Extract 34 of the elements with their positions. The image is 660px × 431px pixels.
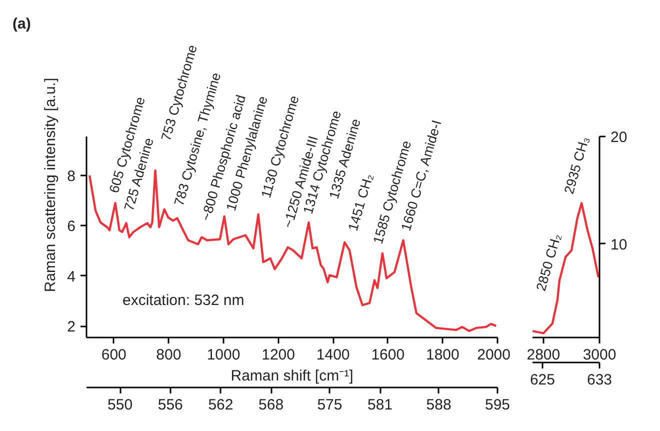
x2-tick-label: 556 (158, 396, 183, 414)
y2-tick-label: 20 (610, 129, 628, 146)
x-tick-label: 2000 (477, 346, 511, 364)
x2-tick-label: 550 (108, 396, 133, 414)
x2-tick-label: 595 (484, 396, 510, 414)
x-axis-title: Raman shift [cm⁻¹] (230, 368, 354, 384)
x2-tick-label: 633 (586, 372, 612, 388)
annotation: excitation: 532 nm (122, 292, 244, 309)
x2-tick-label: 625 (530, 372, 555, 388)
annotation: 2850 CH₂ (533, 232, 564, 293)
x-tick-label: 1800 (426, 346, 460, 364)
x2-tick-label: 562 (208, 396, 234, 414)
x2-tick-label: 588 (426, 396, 452, 414)
x-tick-label: 1400 (316, 346, 350, 364)
y-tick-label: 6 (67, 218, 76, 236)
x2-tick-label: 568 (258, 396, 284, 414)
x-tick-label: 600 (101, 346, 126, 364)
annotation: 2935 CH₃ (561, 134, 592, 196)
x-tick-label: 1200 (262, 346, 295, 364)
chart-title: (a) (12, 16, 31, 32)
y-tick-label: 4 (67, 268, 76, 286)
y2-tick-label: 10 (610, 236, 628, 254)
line-series (532, 202, 600, 334)
x2-tick-label: 575 (317, 396, 342, 414)
x-tick-label: 800 (156, 346, 182, 364)
y-axis-title: Raman scattering intensity [a.u.] (42, 78, 60, 292)
y-tick-label: 2 (67, 318, 76, 336)
x-tick-label: 2800 (526, 346, 560, 364)
x-tick-label: 3000 (582, 346, 616, 364)
annotation: 1451 CH₂ (345, 172, 376, 233)
x-tick-label: 1600 (371, 346, 405, 364)
x2-tick-label: 581 (368, 396, 393, 414)
y-tick-label: 8 (67, 168, 76, 185)
x-tick-label: 1000 (206, 346, 240, 364)
